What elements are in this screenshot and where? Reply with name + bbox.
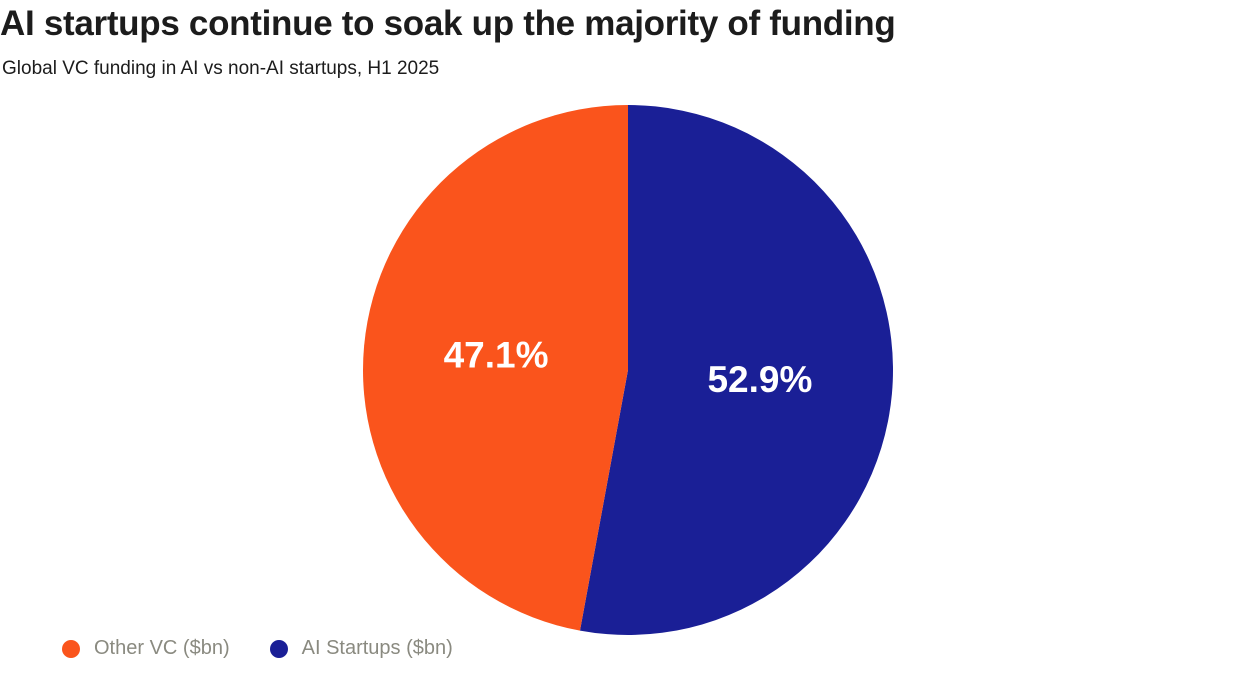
legend-swatch-other-vc (62, 639, 80, 658)
legend-item-other-vc: Other VC ($bn) (62, 637, 230, 660)
chart-title: AI startups continue to soak up the majo… (0, 4, 896, 43)
chart-legend: Other VC ($bn) AI Startups ($bn) (62, 637, 453, 660)
pie-label-ai-startups: 52.9% (707, 359, 812, 400)
pie-slice-ai-startups (579, 104, 894, 635)
legend-label-other-vc: Other VC ($bn) (94, 637, 230, 659)
legend-item-ai-startups: AI Startups ($bn) (269, 637, 453, 660)
chart-subtitle: Global VC funding in AI vs non-AI startu… (2, 58, 440, 79)
pie-slice-other-vc (363, 105, 628, 631)
legend-label-ai-startups: AI Startups ($bn) (301, 637, 453, 659)
legend-swatch-ai-startups (269, 639, 288, 658)
pie-label-other-vc: 47.1% (444, 335, 549, 376)
